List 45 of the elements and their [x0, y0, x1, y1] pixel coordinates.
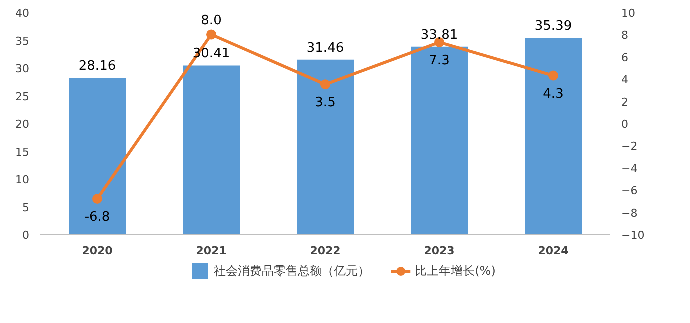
- legend-label: 比上年增长(%): [415, 262, 496, 280]
- data-label: 33.81: [420, 28, 458, 43]
- x-tick-label: 2023: [424, 244, 455, 258]
- point: [92, 194, 102, 204]
- legend-label: 社会消费品零售总额（亿元）: [214, 262, 370, 280]
- bar: [297, 60, 354, 234]
- data-label: 7.3: [429, 53, 450, 68]
- x-tick-label: 2022: [310, 244, 341, 258]
- point: [206, 30, 216, 40]
- bar: [411, 46, 468, 234]
- y-tick-label: 15: [16, 146, 30, 159]
- y2-tick-label: −4: [622, 162, 638, 176]
- data-label: 31.46: [306, 40, 344, 56]
- y-tick-label: 25: [16, 90, 30, 104]
- bar: [69, 78, 126, 234]
- y-tick-label: 30: [16, 62, 30, 76]
- y2-tick-label: 8: [622, 29, 628, 42]
- y-tick-label: 0: [22, 229, 30, 242]
- y-tick-label: 40: [16, 7, 30, 20]
- x-tick-label: 2024: [538, 244, 570, 258]
- y-tick-label: 20: [16, 118, 30, 131]
- x-tick-label: 2021: [196, 244, 227, 258]
- y2-tick-label: 4: [622, 74, 628, 87]
- y2-tick-label: −10: [622, 229, 645, 242]
- y2-tick-label: 6: [622, 51, 628, 64]
- y2-tick-label: −6: [622, 184, 638, 198]
- y2-tick-label: 10: [622, 7, 636, 20]
- data-label: -6.8: [84, 210, 110, 225]
- data-label: 35.39: [534, 19, 572, 34]
- point: [320, 80, 330, 90]
- point: [548, 70, 558, 81]
- data-label: 28.16: [78, 59, 116, 74]
- y2-tick-label: 0: [622, 118, 628, 131]
- y2-tick-label: −2: [622, 140, 638, 154]
- y2-tick-label: −8: [622, 206, 638, 220]
- x-tick-label: 2020: [82, 244, 114, 258]
- y-tick-label: 5: [22, 201, 30, 214]
- bar: [183, 66, 240, 234]
- y2-tick-label: 2: [622, 96, 628, 109]
- y-tick-label: 35: [16, 34, 30, 48]
- data-label: 4.3: [543, 86, 564, 102]
- bar: [525, 38, 582, 234]
- y-tick-label: 10: [16, 174, 30, 186]
- data-label: 3.5: [315, 96, 336, 111]
- data-label: 8.0: [201, 14, 222, 29]
